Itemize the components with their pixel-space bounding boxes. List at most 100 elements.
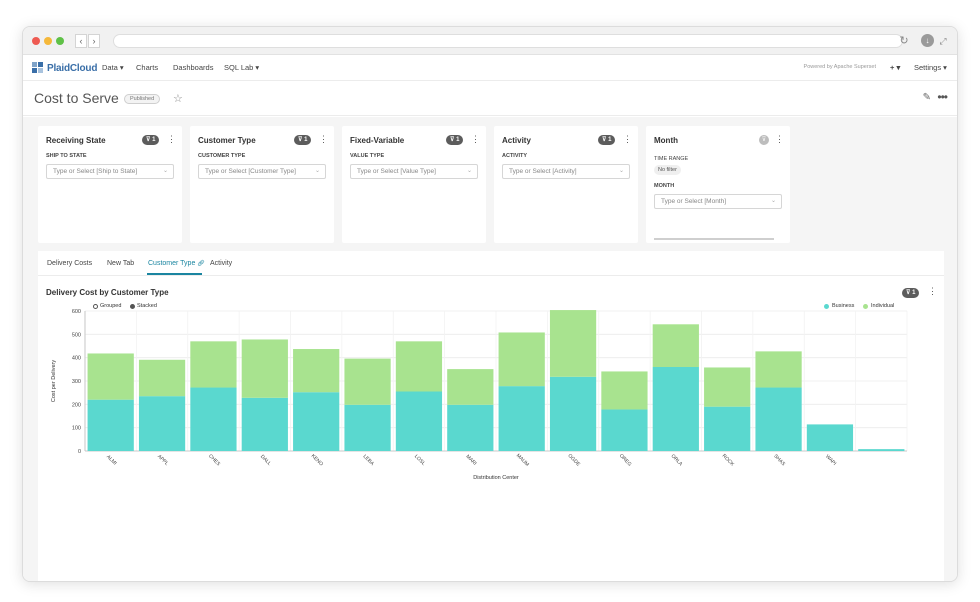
minimize-window-button[interactable]: [44, 37, 52, 45]
bar-individual: [241, 339, 288, 398]
filter-scrollbar[interactable]: [654, 238, 774, 240]
bar-individual: [447, 369, 494, 405]
download-icon[interactable]: ↓: [921, 34, 934, 47]
more-options-icon[interactable]: •••: [937, 90, 948, 104]
x-tick-label: MAUM: [515, 453, 530, 468]
y-tick-label: 400: [72, 356, 81, 362]
bar-individual: [704, 367, 751, 407]
bar-individual: [190, 341, 237, 388]
filter-count-badge[interactable]: ⊽ 1: [142, 135, 160, 145]
chevron-down-icon: ⌄: [314, 168, 320, 174]
filter-card-activity: Activity ⊽ 1 ⋮ ACTIVITY Type or Select […: [494, 126, 638, 243]
pencil-icon[interactable]: ✎: [922, 92, 931, 103]
bar-individual: [293, 349, 340, 393]
status-badge[interactable]: Published: [124, 94, 161, 104]
filter-card-month: Month ⊽ ⋮ TIME RANGE No filter MONTH Typ…: [646, 126, 790, 243]
bar-individual: [138, 359, 186, 397]
brand-logo[interactable]: PlaidCloud: [32, 61, 97, 75]
y-tick-label: 0: [78, 449, 81, 455]
filter-title: Month: [654, 136, 678, 145]
settings-menu[interactable]: Settings ▾: [914, 63, 947, 72]
stacked-radio[interactable]: Stacked: [130, 303, 157, 309]
chart-panel: Delivery Costs New Tab Customer Type 🔗︎ …: [38, 251, 944, 581]
kebab-menu-icon[interactable]: ⋮: [167, 134, 176, 144]
kebab-menu-icon[interactable]: ⋮: [775, 134, 784, 144]
address-bar[interactable]: [113, 34, 903, 48]
radio-icon: [93, 303, 98, 309]
kebab-menu-icon[interactable]: ⋮: [471, 134, 480, 144]
filter-field-label: SHIP TO STATE: [46, 153, 87, 159]
bar-business: [498, 386, 545, 451]
tab-activity[interactable]: Activity: [210, 260, 233, 267]
maximize-window-button[interactable]: [56, 37, 64, 45]
filter-select-activity[interactable]: Type or Select [Activity] ⌄: [502, 164, 630, 179]
tab-new-tab[interactable]: New Tab: [107, 260, 135, 267]
bar-business: [652, 367, 699, 451]
x-tick-label: KENO: [310, 453, 324, 467]
bar-business: [395, 391, 443, 451]
radio-checked-icon: [130, 303, 135, 309]
nav-dashboards[interactable]: Dashboards: [173, 63, 214, 72]
kebab-menu-icon[interactable]: ⋮: [928, 286, 937, 296]
stacked-label: Stacked: [137, 303, 157, 309]
bar-business: [344, 404, 391, 451]
filter-field-label: CUSTOMER TYPE: [198, 153, 246, 159]
filter-count-badge[interactable]: ⊽: [759, 135, 769, 145]
filter-count-badge[interactable]: ⊽ 1: [446, 135, 464, 145]
filter-select-month[interactable]: Type or Select [Month] ⌄: [654, 194, 782, 209]
filter-count-badge[interactable]: ⊽ 1: [294, 135, 312, 145]
filter-select-ship-to-state[interactable]: Type or Select [Ship to State] ⌄: [46, 164, 174, 179]
nav-charts[interactable]: Charts: [136, 63, 159, 72]
bar-business: [87, 399, 134, 451]
x-tick-label: MARI: [464, 454, 477, 467]
filter-select-customer-type[interactable]: Type or Select [Customer Type] ⌄: [198, 164, 326, 179]
nav-sql-lab-menu[interactable]: SQL Lab ▾: [224, 63, 260, 72]
x-tick-label: OREG: [618, 453, 633, 468]
tab-customer-type[interactable]: Customer Type 🔗︎: [148, 260, 205, 267]
x-tick-label: LOSL: [413, 454, 426, 467]
bar-individual: [87, 353, 134, 400]
filter-count-badge[interactable]: ⊽ 1: [598, 135, 616, 145]
legend-business[interactable]: Business: [824, 303, 854, 309]
legend-swatch: [824, 303, 829, 309]
x-tick-label: ORLA: [670, 453, 684, 467]
bar-business: [601, 409, 648, 451]
filter-title: Receiving State: [46, 136, 106, 145]
filter-field-label: ACTIVITY: [502, 153, 528, 159]
plus-menu-button[interactable]: + ▾: [890, 63, 901, 72]
fullscreen-icon[interactable]: ⤢: [939, 36, 947, 46]
filter-select-value-type[interactable]: Type or Select [Value Type] ⌄: [350, 164, 478, 179]
chart-filter-badge[interactable]: ⊽ 1: [902, 288, 920, 298]
bar-individual: [601, 371, 648, 410]
reload-icon[interactable]: ↻: [899, 35, 909, 47]
bar-individual: [498, 332, 545, 387]
bar-business: [447, 404, 494, 451]
link-icon: 🔗︎: [197, 261, 205, 267]
kebab-menu-icon[interactable]: ⋮: [623, 134, 632, 144]
filter-title: Activity: [502, 136, 531, 145]
x-tick-label: LEBA: [362, 454, 376, 468]
y-tick-label: 100: [72, 426, 81, 432]
back-arrow-icon[interactable]: ‹: [75, 34, 87, 48]
x-tick-label: ROCK: [721, 453, 736, 468]
y-tick-label: 600: [72, 309, 81, 315]
legend-individual[interactable]: Individual: [863, 303, 894, 309]
bar-business: [241, 397, 288, 451]
chevron-down-icon: ⌄: [466, 168, 472, 174]
time-range-label: TIME RANGE: [654, 156, 689, 162]
time-range-value[interactable]: No filter: [654, 165, 681, 175]
forward-arrow-icon[interactable]: ›: [88, 34, 100, 48]
bar-individual: [755, 351, 802, 388]
kebab-menu-icon[interactable]: ⋮: [319, 134, 328, 144]
tab-delivery-costs[interactable]: Delivery Costs: [47, 260, 93, 267]
grouped-radio[interactable]: Grouped: [93, 303, 121, 309]
brand-name: PlaidCloud: [47, 62, 98, 74]
nav-data-menu[interactable]: Data ▾: [102, 63, 124, 72]
close-window-button[interactable]: [32, 37, 40, 45]
x-axis-label: Distribution Center: [473, 475, 519, 481]
bar-business: [138, 396, 186, 451]
bar-business: [190, 387, 237, 451]
star-icon[interactable]: ☆: [173, 93, 183, 105]
chart-title: Delivery Cost by Customer Type: [46, 288, 169, 297]
bar-individual: [344, 358, 391, 405]
